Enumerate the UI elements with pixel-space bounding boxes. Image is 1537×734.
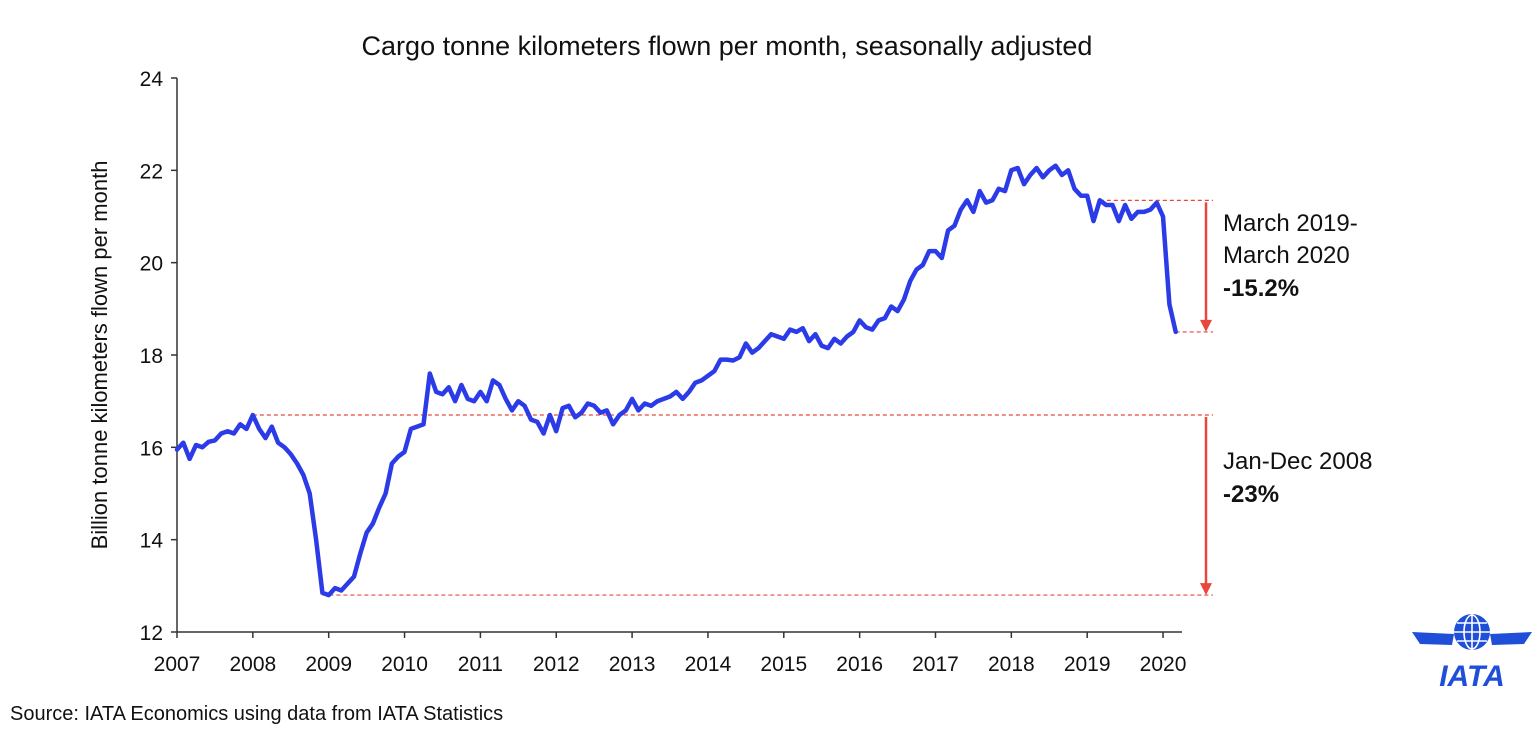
annotations: March 2019- March 2020 -15.2% Jan-Dec 20… bbox=[1223, 210, 1372, 508]
y-tick-label: 24 bbox=[140, 68, 164, 91]
drop-arrow-head bbox=[1200, 583, 1212, 596]
logo-wordmark: IATA bbox=[1439, 660, 1505, 693]
x-tick-label: 2017 bbox=[912, 653, 959, 676]
axes: 12 14 16 18 20 22 24 2007 2008 2009 2010 2011 2012 20… bbox=[140, 68, 1187, 676]
y-tick-label: 22 bbox=[140, 160, 163, 183]
series-group bbox=[174, 163, 1178, 598]
source-note: Source: IATA Economics using data from I… bbox=[10, 703, 504, 725]
x-tick-label: 2015 bbox=[760, 653, 807, 676]
x-tick-label: 2012 bbox=[533, 653, 580, 676]
logo-wing-left bbox=[1412, 632, 1454, 645]
x-tick-label: 2011 bbox=[458, 653, 503, 676]
x-tick-label: 2009 bbox=[305, 653, 352, 676]
x-tick-label: 2019 bbox=[1064, 653, 1111, 676]
x-tick-label: 2014 bbox=[685, 653, 732, 676]
reference-lines bbox=[252, 199, 1213, 596]
x-tick-label: 2018 bbox=[988, 653, 1035, 676]
annotation-2008-line-1: Jan-Dec 2008 bbox=[1223, 448, 1372, 475]
x-tick-label: 2010 bbox=[381, 653, 428, 676]
series-line bbox=[174, 163, 1178, 598]
y-tick-label: 16 bbox=[140, 437, 163, 460]
iata-logo: IATA bbox=[1412, 614, 1532, 693]
x-tick-label: 2007 bbox=[154, 653, 201, 676]
y-tick-label: 18 bbox=[140, 345, 163, 368]
x-tick-label: 2008 bbox=[229, 653, 276, 676]
annotation-2019-2020-line-2: March 2020 bbox=[1223, 242, 1350, 269]
drop-arrow-head bbox=[1200, 319, 1212, 332]
x-tick-label: 2013 bbox=[609, 653, 656, 676]
x-tick-label: 2016 bbox=[836, 653, 883, 676]
annotation-2019-2020-value: -15.2% bbox=[1223, 275, 1299, 302]
x-tick-label: 2020 bbox=[1140, 653, 1187, 676]
y-axis-title: Billion tonne kilometers flown per month bbox=[87, 161, 112, 550]
logo-wing-right bbox=[1490, 632, 1532, 645]
annotation-2019-2020-line-1: March 2019- bbox=[1223, 210, 1358, 237]
chart-title: Cargo tonne kilometers flown per month, … bbox=[362, 31, 1093, 61]
y-tick-label: 14 bbox=[140, 530, 164, 553]
y-tick-label: 20 bbox=[140, 253, 163, 276]
y-tick-label: 12 bbox=[140, 622, 163, 645]
annotation-2008-value: -23% bbox=[1223, 481, 1279, 508]
